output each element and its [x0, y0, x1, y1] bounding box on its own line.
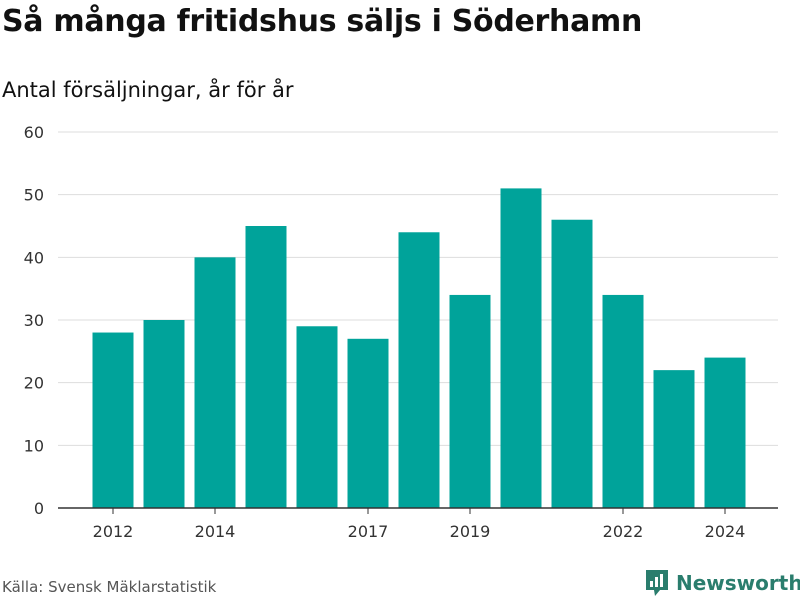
- y-tick-label: 40: [24, 248, 44, 267]
- bar-2023: [653, 370, 695, 508]
- bar-2021: [551, 219, 593, 508]
- y-tick-label: 10: [24, 436, 44, 455]
- brand-logo: Newsworthy: [644, 568, 800, 598]
- bar-2022: [602, 294, 644, 508]
- bar-2014: [194, 257, 236, 508]
- brand-name: Newsworthy: [676, 571, 800, 595]
- bar-2019: [449, 294, 491, 508]
- bar-chart-logo-icon: [646, 570, 668, 596]
- bar-2024: [704, 357, 746, 508]
- axes: 0 10 20 30 40 50 60 2012 2014 2017 2019 2022 2024: [24, 123, 778, 541]
- bar-2016: [296, 326, 338, 508]
- bar-2013: [143, 320, 185, 508]
- bar-2018: [398, 232, 440, 508]
- bar-chart: 0 10 20 30 40 50 60 2012 2014 2017 2019 2022 2024: [24, 123, 778, 541]
- y-tick-label: 20: [24, 374, 44, 393]
- x-tick-label: 2017: [348, 522, 389, 541]
- bar-2015: [245, 226, 287, 508]
- bars: [92, 188, 746, 508]
- y-tick-label: 0: [34, 499, 44, 518]
- source-note: Källa: Svensk Mäklarstatistik: [2, 578, 217, 596]
- chart-subtitle: Antal försäljningar, år för år: [2, 78, 294, 102]
- bar-2012: [92, 332, 134, 508]
- y-tick-label: 50: [24, 186, 44, 205]
- x-tick-label: 2014: [195, 522, 236, 541]
- bar-2020: [500, 188, 542, 508]
- y-tick-label: 30: [24, 311, 44, 330]
- y-tick-label: 60: [24, 123, 44, 142]
- x-tick-label: 2024: [705, 522, 746, 541]
- chart-title: Så många fritidshus säljs i Söderhamn: [2, 4, 643, 39]
- x-tick-label: 2012: [93, 522, 134, 541]
- bar-2017: [347, 338, 389, 508]
- x-tick-label: 2022: [603, 522, 644, 541]
- x-tick-label: 2019: [450, 522, 491, 541]
